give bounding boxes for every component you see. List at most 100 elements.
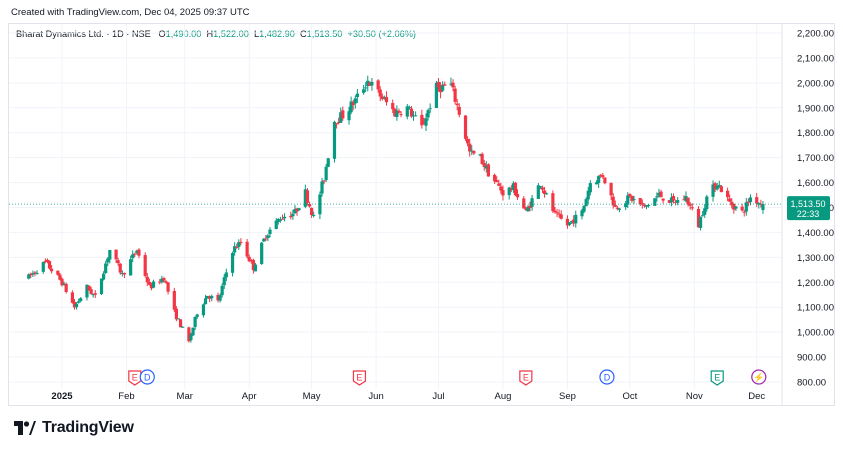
candle-body[interactable] bbox=[669, 197, 674, 203]
candle-body[interactable] bbox=[251, 259, 255, 271]
candle-body[interactable] bbox=[249, 260, 253, 262]
candle-body[interactable] bbox=[41, 262, 45, 272]
candle-body[interactable] bbox=[470, 150, 474, 152]
candle-body[interactable] bbox=[158, 281, 162, 283]
candle-body[interactable] bbox=[62, 283, 66, 285]
candle-body[interactable] bbox=[553, 210, 557, 212]
candle-body[interactable] bbox=[655, 196, 659, 198]
candle-body[interactable] bbox=[108, 249, 112, 260]
candle-body[interactable] bbox=[565, 218, 570, 226]
candle-body[interactable] bbox=[570, 220, 574, 222]
candle-body[interactable] bbox=[443, 84, 447, 86]
candle-body[interactable] bbox=[58, 274, 62, 280]
candle-body[interactable] bbox=[748, 197, 753, 202]
candle-body[interactable] bbox=[391, 102, 395, 110]
candle-body[interactable] bbox=[164, 281, 168, 283]
candle-body[interactable] bbox=[33, 272, 37, 274]
candle-body[interactable] bbox=[274, 220, 278, 229]
candle-body[interactable] bbox=[734, 206, 738, 209]
candle-body[interactable] bbox=[353, 98, 357, 104]
candle-body[interactable] bbox=[457, 106, 461, 115]
candle-body[interactable] bbox=[588, 183, 592, 193]
candle-body[interactable] bbox=[191, 327, 195, 336]
candle-body[interactable] bbox=[172, 290, 176, 310]
candle-body[interactable] bbox=[355, 93, 359, 98]
candle-body[interactable] bbox=[176, 318, 181, 320]
candle-body[interactable] bbox=[609, 182, 613, 196]
candle-body[interactable] bbox=[339, 112, 343, 123]
candle-body[interactable] bbox=[726, 190, 730, 198]
candle-body[interactable] bbox=[235, 247, 239, 249]
candle-body[interactable] bbox=[530, 198, 534, 207]
candle-body[interactable] bbox=[368, 82, 372, 86]
candle-body[interactable] bbox=[744, 202, 748, 212]
candle-body[interactable] bbox=[370, 81, 374, 86]
candle-body[interactable] bbox=[574, 214, 578, 224]
candle-body[interactable] bbox=[688, 203, 692, 206]
candle-body[interactable] bbox=[218, 295, 222, 301]
candle-body[interactable] bbox=[260, 242, 264, 265]
candle-body[interactable] bbox=[584, 199, 588, 207]
candle-body[interactable] bbox=[495, 180, 499, 183]
candle-body[interactable] bbox=[626, 195, 630, 205]
candle-body[interactable] bbox=[349, 101, 353, 113]
candle-body[interactable] bbox=[682, 199, 686, 201]
candle-body[interactable] bbox=[405, 106, 409, 117]
candle-body[interactable] bbox=[528, 206, 532, 208]
candle-body[interactable] bbox=[509, 188, 513, 190]
candle-body[interactable] bbox=[237, 242, 241, 247]
candle-body[interactable] bbox=[174, 308, 178, 320]
candle-body[interactable] bbox=[424, 118, 428, 126]
dividend-marker[interactable] bbox=[599, 369, 615, 385]
candle-body[interactable] bbox=[195, 314, 199, 317]
candle-body[interactable] bbox=[93, 293, 97, 295]
candle-body[interactable] bbox=[247, 256, 251, 262]
candle-body[interactable] bbox=[337, 122, 341, 124]
candle-body[interactable] bbox=[730, 201, 734, 206]
candle-body[interactable] bbox=[438, 86, 443, 93]
candle-body[interactable] bbox=[295, 208, 299, 212]
candle-body[interactable] bbox=[89, 289, 93, 295]
candle-body[interactable] bbox=[224, 272, 228, 278]
candle-body[interactable] bbox=[559, 214, 563, 219]
candle-body[interactable] bbox=[79, 298, 83, 302]
candle-body[interactable] bbox=[542, 190, 547, 195]
candle-body[interactable] bbox=[567, 222, 572, 225]
candle-body[interactable] bbox=[436, 81, 441, 88]
candle-body[interactable] bbox=[135, 250, 139, 253]
dividend-marker[interactable] bbox=[139, 369, 155, 385]
candle-body[interactable] bbox=[305, 190, 310, 203]
candle-body[interactable] bbox=[397, 110, 401, 113]
candle-body[interactable] bbox=[711, 184, 715, 197]
candle-body[interactable] bbox=[201, 304, 206, 316]
earnings-marker[interactable] bbox=[352, 370, 367, 386]
candle-body[interactable] bbox=[451, 82, 455, 88]
candle-body[interactable] bbox=[407, 107, 411, 109]
candle-body[interactable] bbox=[478, 154, 482, 156]
candle-body[interactable] bbox=[545, 193, 549, 195]
candle-body[interactable] bbox=[586, 190, 590, 200]
candle-body[interactable] bbox=[713, 183, 717, 190]
candle-body[interactable] bbox=[326, 158, 330, 167]
candle-body[interactable] bbox=[43, 260, 47, 262]
candle-body[interactable] bbox=[347, 111, 351, 121]
candle-body[interactable] bbox=[717, 184, 721, 187]
candle-body[interactable] bbox=[262, 238, 266, 242]
candle-body[interactable] bbox=[674, 201, 678, 203]
candle-body[interactable] bbox=[468, 143, 472, 152]
candle-body[interactable] bbox=[472, 150, 476, 154]
candle-body[interactable] bbox=[551, 193, 555, 212]
candle-body[interactable] bbox=[484, 165, 488, 169]
candle-body[interactable] bbox=[507, 187, 511, 196]
candle-body[interactable] bbox=[322, 180, 326, 182]
candle-body[interactable] bbox=[293, 209, 297, 214]
candle-body[interactable] bbox=[29, 273, 33, 276]
candle-body[interactable] bbox=[220, 285, 224, 296]
candle-body[interactable] bbox=[147, 281, 151, 285]
candle-body[interactable] bbox=[524, 208, 528, 210]
candle-body[interactable] bbox=[206, 295, 210, 299]
candle-body[interactable] bbox=[698, 216, 703, 228]
candle-body[interactable] bbox=[334, 123, 339, 125]
candle-body[interactable] bbox=[264, 238, 268, 240]
candle-body[interactable] bbox=[676, 200, 680, 203]
